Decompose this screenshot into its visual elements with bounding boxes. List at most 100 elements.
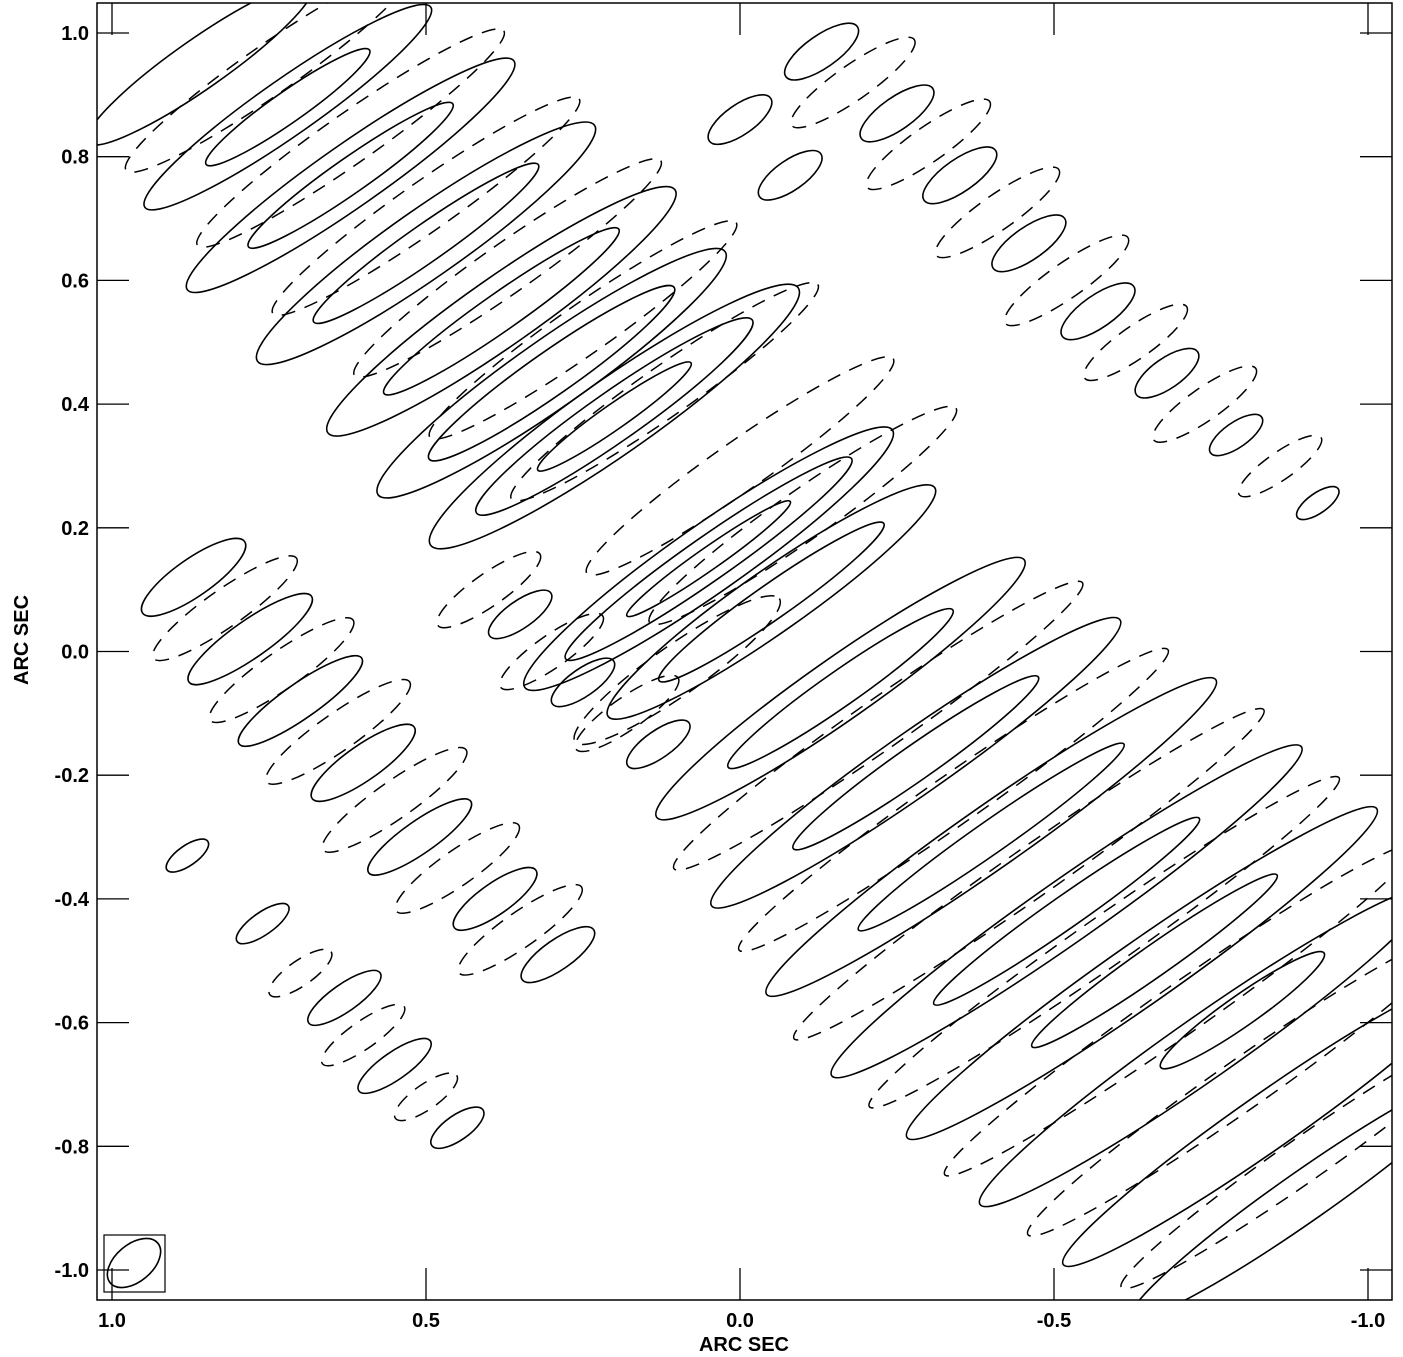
positive-contour (922, 146, 998, 205)
negative-contour (1152, 365, 1258, 443)
positive-contour (932, 816, 1201, 1006)
negative-contour (124, 3, 414, 173)
positive-contour (859, 84, 935, 143)
negative-contour (208, 616, 355, 724)
positive-contour (1030, 873, 1279, 1049)
positive-contour (1295, 485, 1340, 521)
x-tick-label: 1.0 (98, 1310, 126, 1332)
positive-contour (1130, 1071, 1392, 1300)
negative-contour (428, 219, 738, 440)
negative-contour (1003, 234, 1130, 327)
negative-contour (271, 96, 581, 317)
negative-contour (943, 843, 1392, 1177)
positive-contour (857, 742, 1126, 932)
x-tick-label: -0.5 (1037, 1310, 1071, 1332)
contour-layer (97, 3, 1392, 1300)
positive-contour (655, 556, 1026, 821)
negative-contour (268, 948, 333, 998)
y-tick-label: 0.4 (61, 394, 90, 416)
positive-contour (991, 214, 1067, 273)
positive-contour (474, 317, 754, 516)
positive-contour (1061, 975, 1392, 1268)
positive-contour (1134, 347, 1200, 399)
negative-contour (573, 594, 782, 746)
positive-contour (792, 675, 1040, 851)
y-tick-label: 0.6 (61, 270, 89, 292)
negative-contour (868, 775, 1341, 1109)
positive-contour (237, 654, 364, 748)
positive-contour (428, 283, 801, 550)
positive-contour (710, 616, 1122, 909)
positive-contour (165, 838, 210, 873)
negative-contour (865, 98, 992, 191)
negative-contour (574, 674, 680, 753)
positive-contour (1060, 282, 1136, 341)
y-tick-label: -0.6 (55, 1013, 89, 1035)
positive-contour (978, 887, 1392, 1208)
negative-contour (394, 822, 521, 914)
positive-contour (520, 925, 596, 984)
y-axis-title: ARC SEC (11, 595, 33, 685)
negative-contour (196, 28, 506, 249)
positive-contour (487, 589, 553, 640)
negative-contour (457, 883, 584, 976)
x-tick-label: 0.5 (412, 1310, 440, 1332)
negative-contour (672, 580, 1084, 871)
positive-contour (430, 1106, 485, 1150)
positive-contour (310, 723, 417, 803)
negative-contour (151, 555, 299, 662)
negative-contour (321, 746, 468, 854)
positive-contour (97, 3, 314, 146)
x-tick-label: -1.0 (1351, 1310, 1385, 1332)
beam-inset-frame (103, 1234, 166, 1293)
negative-contour (1026, 932, 1392, 1237)
y-axis-ticks: 1.0 0.8 0.6 0.4 0.2 0.0 -0.2 -0.4 -0.6 -0.8 -1.0 (55, 23, 1392, 1282)
positive-contour (307, 969, 382, 1027)
negative-contour (648, 405, 958, 626)
negative-contour (265, 678, 412, 786)
positive-contour (247, 101, 455, 250)
positive-contour (452, 866, 538, 932)
x-axis-ticks: 1.0 0.5 0.0 -0.5 -1.0 (98, 3, 1385, 1332)
y-tick-label: -0.8 (55, 1136, 89, 1158)
positive-contour (325, 185, 677, 437)
positive-contour (140, 537, 247, 617)
negative-contour (737, 647, 1170, 953)
positive-contour (657, 521, 885, 683)
y-tick-label: -0.4 (55, 889, 90, 911)
x-tick-label: 0.0 (726, 1310, 754, 1332)
y-tick-label: 0.8 (61, 147, 89, 169)
negative-contour (436, 550, 542, 629)
negative-contour (1082, 303, 1189, 382)
positive-contour (564, 456, 853, 662)
negative-contour (498, 612, 605, 691)
positive-contour (367, 798, 473, 876)
positive-contour (550, 657, 616, 708)
positive-contour (522, 426, 895, 692)
positive-contour (606, 484, 937, 720)
positive-contour (187, 592, 314, 686)
positive-contour (765, 676, 1218, 998)
negative-contour (934, 166, 1061, 259)
positive-contour (185, 57, 516, 294)
y-tick-label: -1.0 (55, 1260, 89, 1282)
negative-contour (1120, 1028, 1392, 1290)
positive-contour (235, 902, 290, 945)
beam-ellipse (106, 1237, 162, 1289)
positive-contour (905, 805, 1379, 1141)
negative-contour (353, 158, 663, 378)
positive-contour (357, 1037, 432, 1095)
y-tick-label: 1.0 (61, 23, 89, 45)
negative-contour (510, 281, 820, 502)
negative-contour (393, 1072, 459, 1122)
y-tick-label: -0.2 (55, 765, 89, 787)
negative-contour (792, 707, 1265, 1041)
positive-contour (143, 3, 433, 211)
positive-contour (707, 94, 773, 146)
positive-contour (312, 162, 540, 325)
positive-contour (204, 47, 371, 167)
x-axis-title: ARC SEC (699, 1334, 789, 1356)
negative-contour (585, 356, 895, 576)
positive-contour (625, 499, 792, 618)
